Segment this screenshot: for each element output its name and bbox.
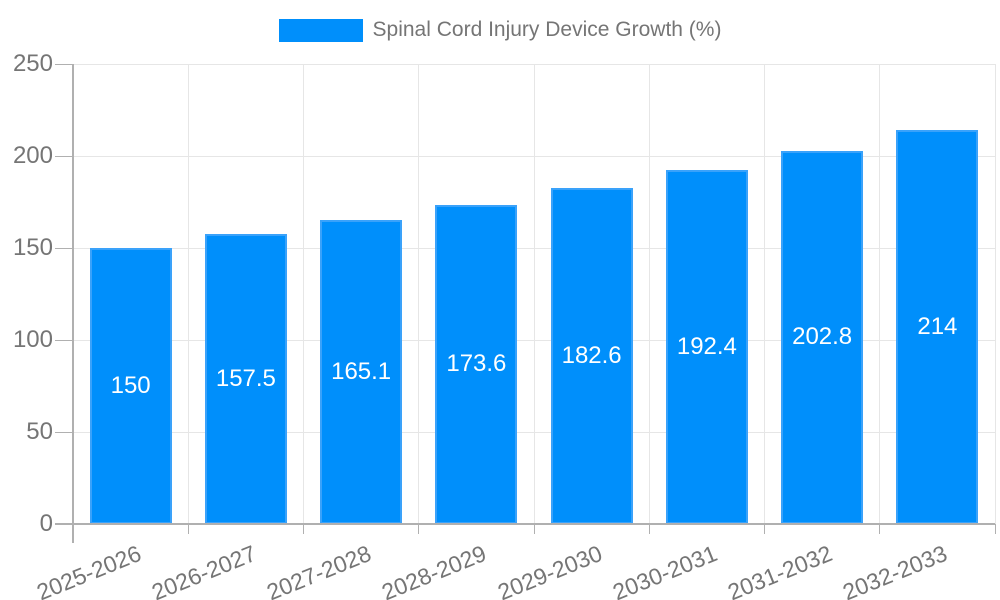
y-tick [55, 155, 73, 157]
x-tick [879, 524, 881, 534]
bar-value-label: 173.6 [446, 350, 507, 378]
bar[interactable] [781, 150, 864, 524]
y-tick [55, 431, 73, 433]
x-gridline [187, 64, 189, 524]
y-tick [55, 63, 73, 65]
y-tick-label: 250 [12, 50, 53, 77]
x-gridline [764, 64, 765, 524]
bar-value-label: 165.1 [331, 358, 392, 386]
x-tick-label: 2031-2032 [724, 540, 836, 600]
y-tick [55, 247, 73, 249]
x-tick-label: 2025-2026 [32, 540, 145, 600]
legend-item[interactable]: Spinal Cord Injury Device Growth (%) [278, 18, 722, 42]
x-tick [303, 524, 304, 534]
x-gridline [879, 64, 881, 524]
bar[interactable] [896, 130, 979, 524]
x-tick-label: 2030-2031 [608, 540, 721, 600]
bar[interactable] [665, 169, 748, 524]
bar[interactable] [320, 220, 403, 524]
x-gridline [648, 64, 650, 524]
bar-value-label: 157.5 [215, 365, 276, 393]
y-tick-label: 100 [12, 326, 53, 353]
y-tick-label: 0 [39, 510, 53, 537]
y-tick-label: 200 [12, 142, 53, 169]
bar[interactable] [89, 248, 172, 524]
x-tick [994, 524, 996, 534]
x-tick-label: 2032-2033 [839, 540, 952, 600]
legend-label: Spinal Cord Injury Device Growth (%) [372, 18, 722, 41]
x-tick [648, 524, 650, 534]
x-gridline [533, 64, 535, 524]
y-tick-label: 150 [12, 234, 53, 261]
bar-value-label: 150 [110, 372, 151, 399]
x-tick [418, 524, 420, 534]
x-gridline [994, 64, 996, 524]
legend: Spinal Cord Injury Device Growth (%) [0, 18, 1000, 42]
x-tick-label: 2026-2027 [147, 540, 260, 600]
y-tick [55, 339, 73, 341]
x-tick [187, 524, 189, 534]
x-tick [764, 524, 765, 534]
legend-swatch [278, 18, 363, 42]
bar-value-label: 192.4 [676, 332, 737, 360]
y-tick-label: 50 [26, 418, 53, 445]
bar-value-label: 182.6 [561, 342, 622, 369]
x-axis-baseline [55, 523, 995, 525]
x-gridline [418, 64, 420, 524]
bar[interactable] [204, 234, 287, 524]
x-gridline [303, 64, 304, 524]
bar-value-label: 202.8 [792, 323, 853, 351]
bar[interactable] [435, 204, 518, 524]
x-tick-label: 2027-2028 [263, 540, 375, 600]
bar-value-label: 214 [917, 313, 958, 341]
x-tick-label: 2029-2030 [493, 540, 606, 600]
x-tick [533, 524, 535, 534]
bar[interactable] [550, 188, 633, 524]
y-axis-line [72, 64, 74, 543]
x-tick-label: 2028-2029 [378, 540, 491, 600]
